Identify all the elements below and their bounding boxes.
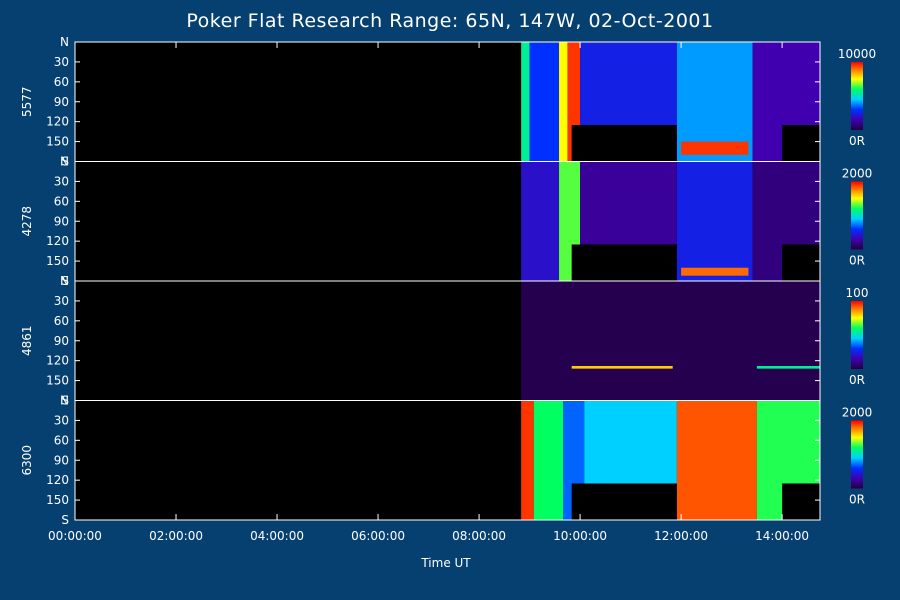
y-tick-label: S — [61, 274, 69, 288]
y-tick-label: 30 — [54, 294, 69, 308]
colorbar-5577 — [851, 62, 863, 130]
intensity-segment — [533, 400, 564, 520]
y-tick-label: 150 — [46, 374, 69, 388]
y-tick-label: 30 — [54, 413, 69, 427]
colorbar-4861 — [851, 301, 863, 369]
panel-4278 — [75, 161, 820, 281]
page-title: Poker Flat Research Range: 65N, 147W, 02… — [186, 10, 714, 32]
y-tick-label: 120 — [46, 354, 69, 368]
bright-band — [681, 267, 749, 276]
intensity-segment — [521, 42, 530, 162]
y-tick-label: 120 — [46, 115, 69, 129]
colorbar-4278 — [851, 181, 863, 250]
colorbar-max-label: 100 — [846, 286, 869, 300]
intensity-segment — [521, 400, 534, 520]
missing-data-block — [782, 483, 820, 520]
y-tick-label: 120 — [46, 473, 69, 487]
panel-label-4278: 4278 — [20, 206, 34, 237]
y-tick-label: 60 — [54, 433, 69, 447]
y-tick-label: 30 — [54, 174, 69, 188]
x-tick-label: 12:00:00 — [654, 529, 708, 543]
colorbar-min-label: 0R — [849, 373, 865, 387]
colorbar-max-label: 2000 — [842, 167, 873, 181]
y-tick-label: 150 — [46, 135, 69, 149]
x-tick-label: 10:00:00 — [553, 529, 607, 543]
panel-label-4861: 4861 — [20, 325, 34, 356]
bright-band — [756, 365, 820, 369]
y-tick-label: 60 — [54, 314, 69, 328]
y-tick-label: N — [60, 274, 69, 288]
colorbar-max-label: 2000 — [842, 406, 873, 420]
missing-data-block — [571, 124, 677, 162]
intensity-segment — [559, 42, 568, 162]
y-tick-label: 60 — [54, 75, 69, 89]
x-tick-label: 06:00:00 — [351, 529, 405, 543]
intensity-segment — [521, 161, 560, 281]
panel-6300 — [75, 400, 820, 520]
panel-label-5577: 5577 — [20, 86, 34, 117]
intensity-segment — [676, 400, 757, 520]
colorbar-min-label: 0R — [849, 493, 865, 507]
y-tick-label: N — [60, 394, 69, 408]
y-tick-label: N — [60, 35, 69, 49]
missing-data-block — [782, 124, 820, 162]
x-tick-label: 04:00:00 — [250, 529, 304, 543]
intensity-segment — [521, 281, 820, 401]
missing-data-block — [571, 483, 677, 520]
y-tick-label: 90 — [54, 95, 69, 109]
y-tick-label: 90 — [54, 334, 69, 348]
x-axis-label: Time UT — [421, 556, 471, 570]
colorbar-min-label: 0R — [849, 134, 865, 148]
y-tick-label: 90 — [54, 453, 69, 467]
panel-5577 — [75, 42, 820, 162]
colorbar-min-label: 0R — [849, 254, 865, 268]
missing-data-block — [571, 244, 677, 281]
panel-border — [74, 400, 821, 521]
y-tick-label: 60 — [54, 194, 69, 208]
y-tick-label: N — [60, 155, 69, 169]
y-tick-label: 150 — [46, 254, 69, 268]
bright-band — [571, 365, 673, 369]
y-tick-label: 120 — [46, 234, 69, 248]
y-tick-label: 150 — [46, 493, 69, 507]
x-tick-label: 08:00:00 — [452, 529, 506, 543]
colorbar-6300 — [851, 420, 863, 489]
x-tick-label: 14:00:00 — [755, 529, 809, 543]
y-tick-label: 90 — [54, 214, 69, 228]
y-tick-label: S — [61, 155, 69, 169]
intensity-segment — [676, 161, 753, 281]
x-tick-label: 02:00:00 — [149, 529, 203, 543]
intensity-segment — [529, 42, 560, 162]
y-tick-label: S — [61, 513, 69, 527]
colorbar-max-label: 10000 — [838, 47, 876, 61]
missing-data-block — [782, 244, 820, 281]
panel-4861 — [75, 281, 820, 401]
x-tick-label: 00:00:00 — [48, 529, 102, 543]
y-tick-label: 30 — [54, 55, 69, 69]
y-tick-label: S — [61, 394, 69, 408]
bright-band — [681, 141, 749, 155]
panel-label-6300: 6300 — [20, 445, 34, 476]
